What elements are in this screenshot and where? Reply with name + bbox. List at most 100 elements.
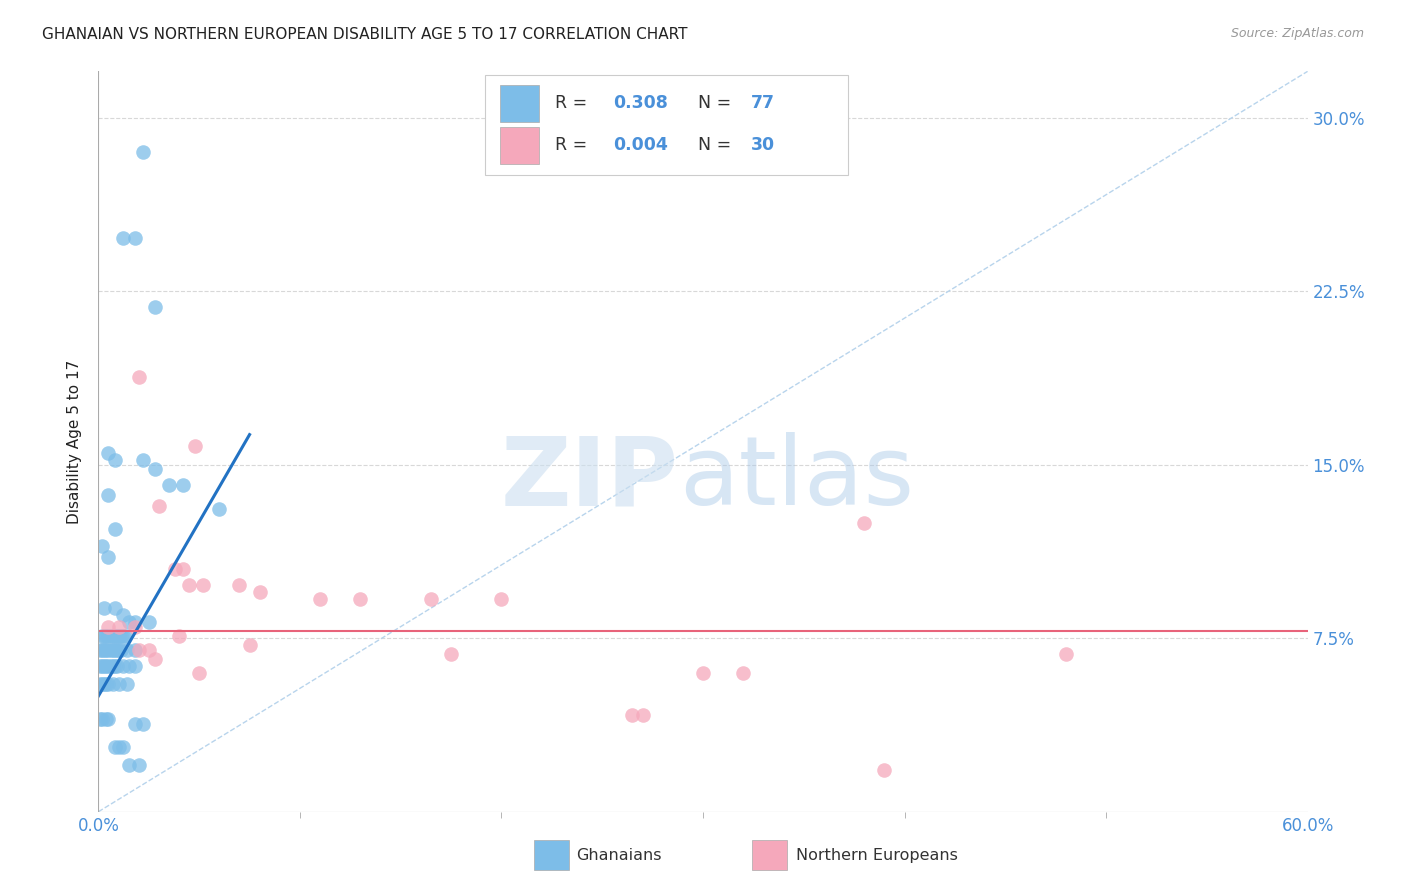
Point xyxy=(128,642,150,657)
Point xyxy=(97,629,120,643)
Point xyxy=(138,642,160,657)
Point xyxy=(132,453,155,467)
Point xyxy=(101,677,124,691)
Point xyxy=(97,619,120,633)
Point xyxy=(91,712,114,726)
Point xyxy=(111,659,134,673)
Point xyxy=(631,707,654,722)
Point xyxy=(103,659,125,673)
Text: R =: R = xyxy=(555,95,593,112)
Point xyxy=(105,659,128,673)
Point xyxy=(193,578,215,592)
Text: 0.308: 0.308 xyxy=(613,95,668,112)
Point xyxy=(132,145,155,160)
Point xyxy=(733,665,755,680)
Point xyxy=(167,629,190,643)
Point xyxy=(91,642,114,657)
Point xyxy=(89,642,111,657)
Y-axis label: Disability Age 5 to 17: Disability Age 5 to 17 xyxy=(67,359,83,524)
Point xyxy=(101,642,124,657)
Point xyxy=(107,629,129,643)
Point xyxy=(853,516,876,530)
Point xyxy=(249,585,271,599)
Point xyxy=(91,659,114,673)
Point xyxy=(96,677,118,691)
Text: 0.004: 0.004 xyxy=(613,136,668,154)
Point xyxy=(103,739,125,754)
Text: N =: N = xyxy=(699,136,737,154)
Point xyxy=(143,301,166,315)
Point xyxy=(93,659,115,673)
Point xyxy=(91,677,114,691)
Point xyxy=(111,608,134,623)
Point xyxy=(163,562,186,576)
Point xyxy=(157,478,180,492)
FancyBboxPatch shape xyxy=(501,127,538,164)
Text: 77: 77 xyxy=(751,95,775,112)
Point xyxy=(148,500,170,514)
Point xyxy=(208,501,231,516)
Point xyxy=(103,523,125,537)
Point xyxy=(100,642,122,657)
Point xyxy=(100,629,122,643)
Point xyxy=(420,591,443,606)
Point xyxy=(107,642,129,657)
Point xyxy=(124,659,146,673)
Point xyxy=(124,619,146,633)
Point xyxy=(93,601,115,615)
Point xyxy=(111,231,134,245)
Point xyxy=(118,615,141,629)
Point xyxy=(115,642,138,657)
Point xyxy=(124,615,146,629)
Point xyxy=(143,652,166,666)
Point xyxy=(97,659,120,673)
Point xyxy=(309,591,332,606)
Point xyxy=(111,739,134,754)
Point xyxy=(111,629,134,643)
Point xyxy=(124,231,146,245)
Point xyxy=(93,677,115,691)
Point xyxy=(97,488,120,502)
Point xyxy=(97,642,120,657)
Point xyxy=(1054,648,1077,662)
Point xyxy=(692,665,714,680)
Point xyxy=(96,712,118,726)
Point xyxy=(114,629,136,643)
Point xyxy=(184,439,207,453)
Point xyxy=(89,659,111,673)
Point xyxy=(621,707,644,722)
Point xyxy=(97,550,120,565)
Point xyxy=(89,712,111,726)
Point xyxy=(101,629,124,643)
Point xyxy=(97,677,120,691)
Point xyxy=(138,615,160,629)
Point xyxy=(239,638,262,652)
Point xyxy=(103,642,125,657)
Point xyxy=(124,716,146,731)
Point xyxy=(105,642,128,657)
Point xyxy=(873,763,896,777)
Text: GHANAIAN VS NORTHERN EUROPEAN DISABILITY AGE 5 TO 17 CORRELATION CHART: GHANAIAN VS NORTHERN EUROPEAN DISABILITY… xyxy=(42,27,688,42)
Point xyxy=(103,453,125,467)
Point xyxy=(103,601,125,615)
Text: 30: 30 xyxy=(751,136,776,154)
Point xyxy=(107,619,129,633)
Point xyxy=(132,716,155,731)
Point xyxy=(97,712,120,726)
Point xyxy=(188,665,211,680)
FancyBboxPatch shape xyxy=(501,85,538,121)
Point xyxy=(118,659,141,673)
Point xyxy=(101,659,124,673)
Point xyxy=(172,478,194,492)
Point xyxy=(179,578,201,592)
Text: R =: R = xyxy=(555,136,593,154)
Point xyxy=(97,446,120,460)
Point xyxy=(491,591,513,606)
Point xyxy=(93,629,115,643)
Point xyxy=(96,659,118,673)
Point xyxy=(128,758,150,772)
Point xyxy=(107,739,129,754)
Point xyxy=(105,629,128,643)
Point xyxy=(110,629,132,643)
Point xyxy=(118,758,141,772)
